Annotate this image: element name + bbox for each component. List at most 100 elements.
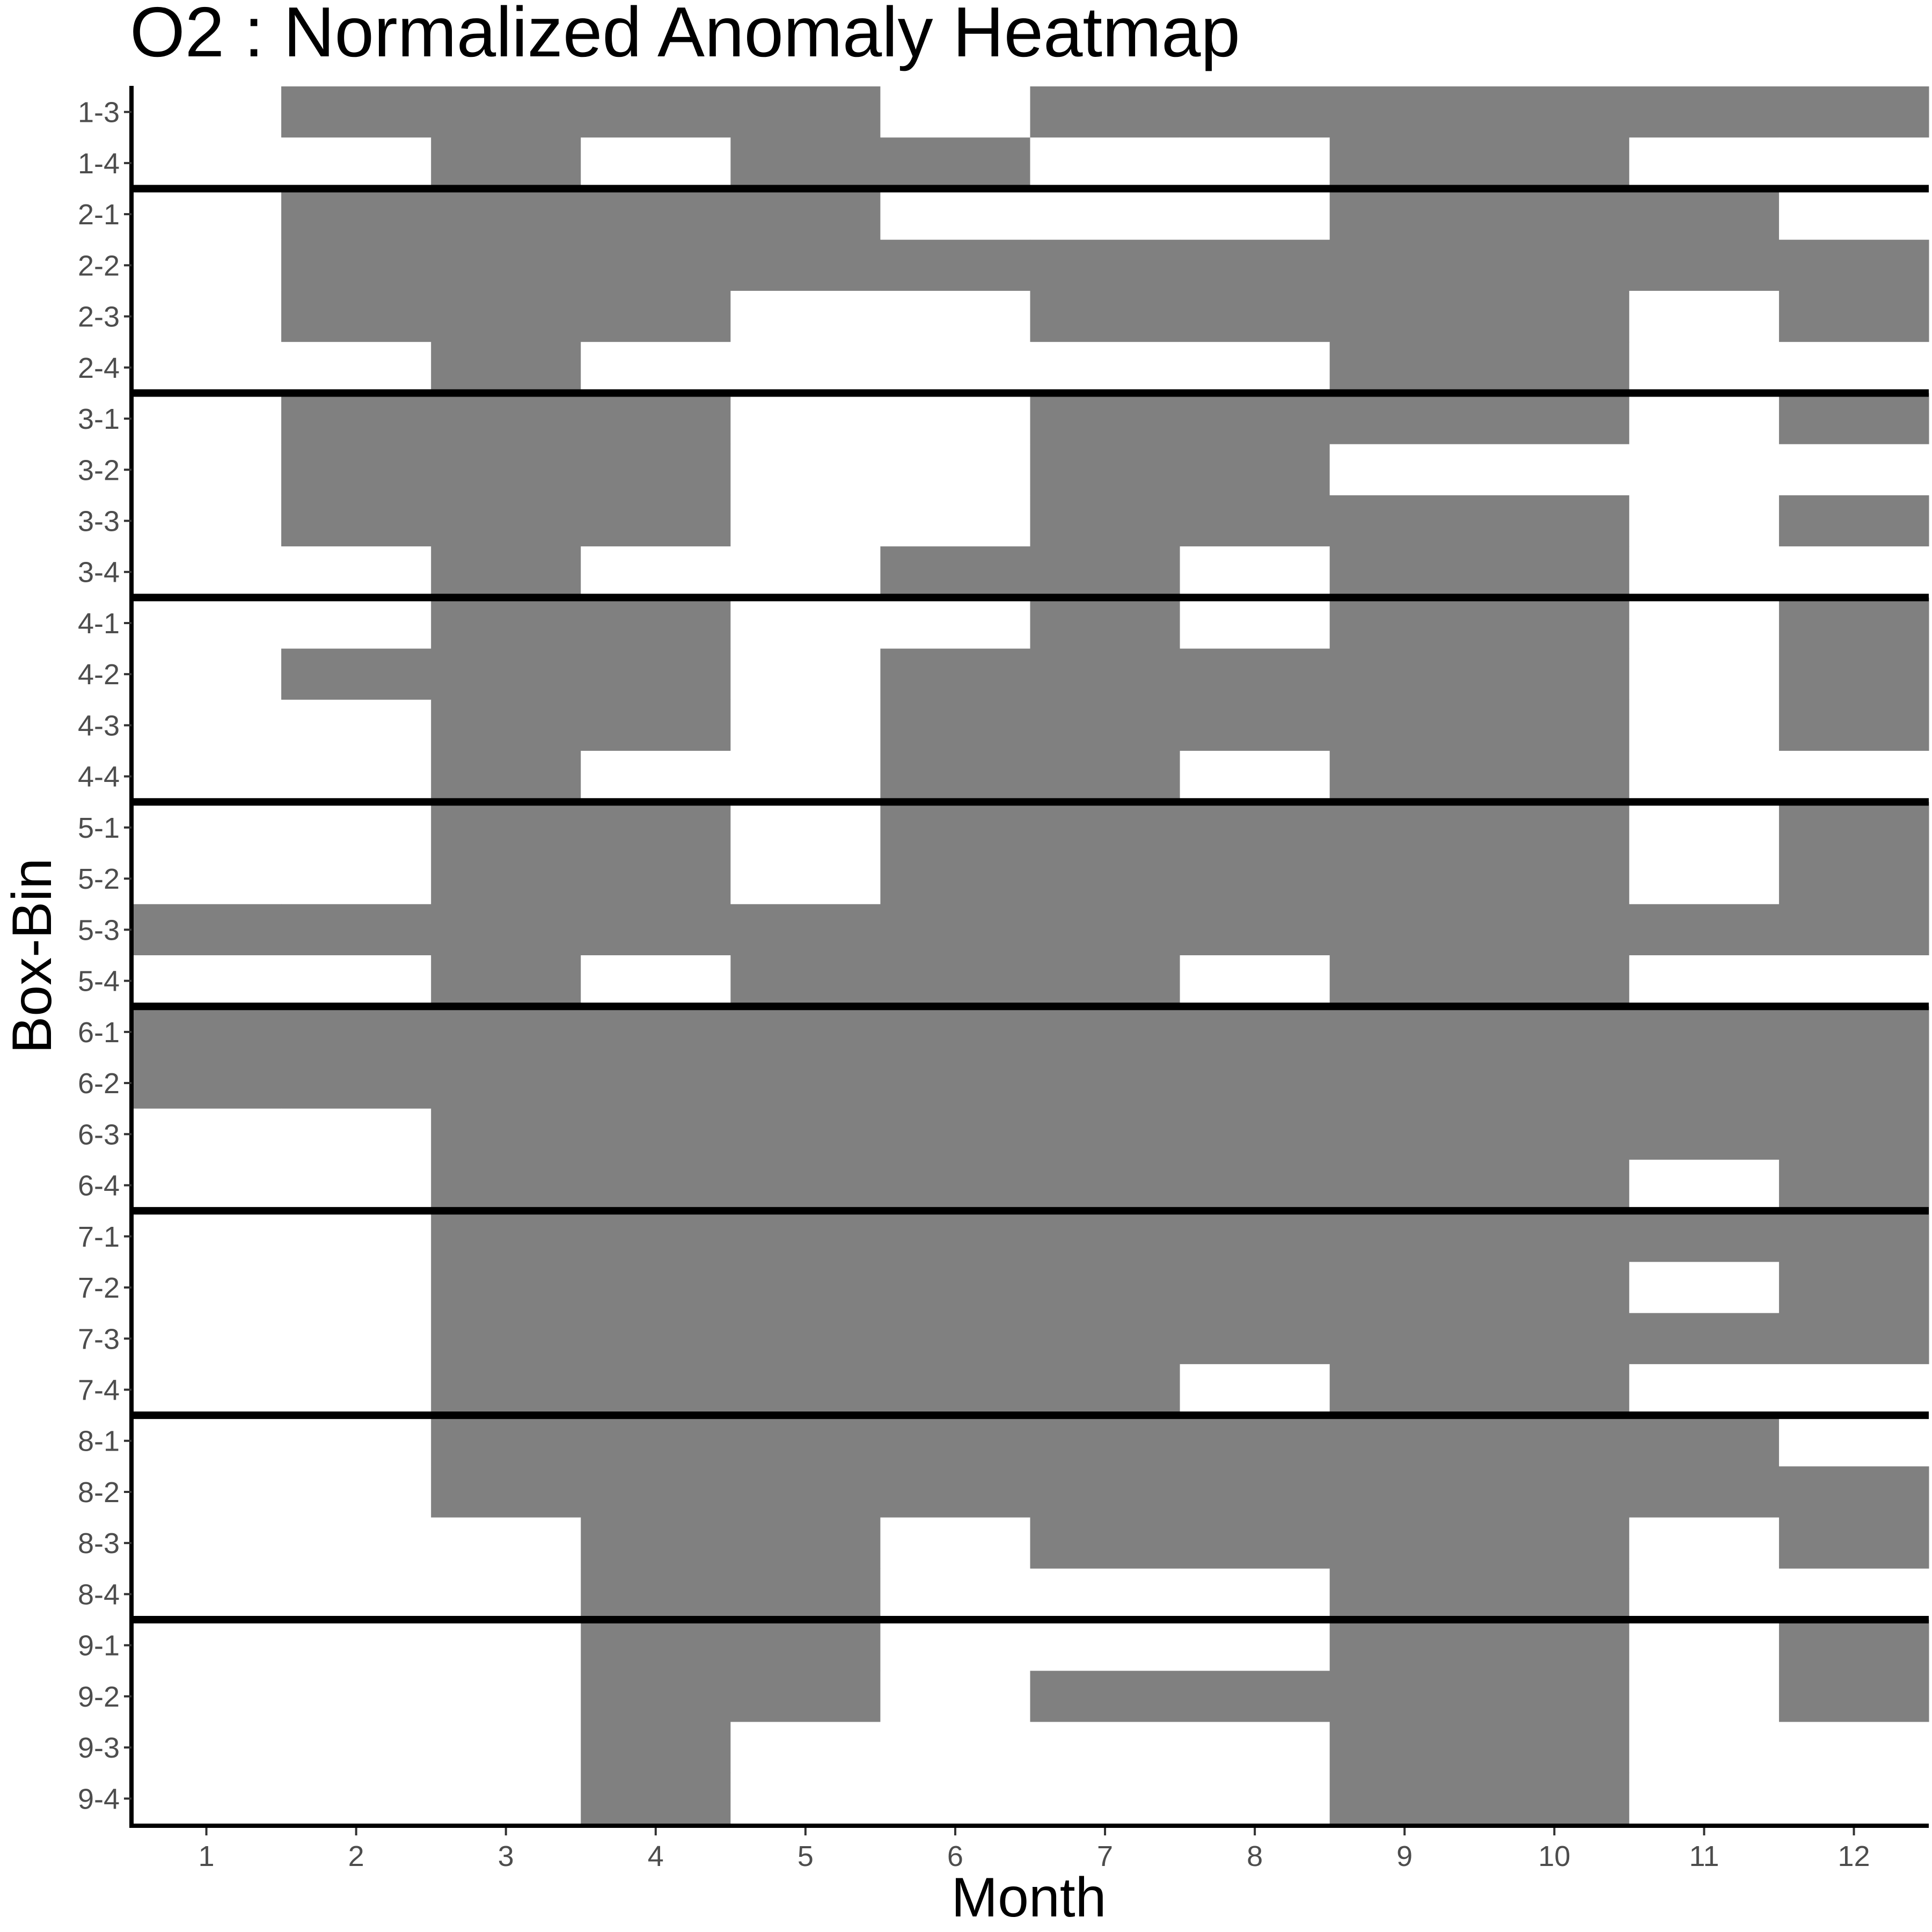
heatmap-cell-9-2-month-5 bbox=[730, 1671, 881, 1723]
heatmap-cell-7-4-month-7 bbox=[1030, 1364, 1181, 1416]
heatmap-cell-9-3-month-4 bbox=[581, 1722, 731, 1774]
heatmap-cell-4-2-month-10 bbox=[1479, 648, 1630, 700]
heatmap-cell-8-1-month-2 bbox=[281, 1415, 431, 1467]
heatmap-cell-2-4-month-10 bbox=[1479, 342, 1630, 393]
heatmap-cell-2-2-month-8 bbox=[1180, 239, 1330, 291]
heatmap-cell-7-2-month-6 bbox=[880, 1262, 1030, 1314]
heatmap-cell-3-3-month-3 bbox=[431, 495, 581, 547]
y-tick-label: 3-4 bbox=[78, 557, 120, 589]
heatmap-cell-2-2-month-11 bbox=[1629, 239, 1780, 291]
heatmap-cell-5-1-month-10 bbox=[1479, 802, 1630, 854]
heatmap-cell-2-4-month-3 bbox=[431, 342, 581, 393]
heatmap-cell-9-1-month-12 bbox=[1779, 1620, 1929, 1671]
heatmap-cell-1-4-month-6 bbox=[880, 137, 1030, 189]
heatmap-cell-2-3-month-1 bbox=[131, 290, 282, 342]
x-tick-label: 11 bbox=[1689, 1840, 1719, 1872]
heatmap-cell-9-3-month-8 bbox=[1180, 1722, 1330, 1774]
heatmap-cell-4-1-month-3 bbox=[431, 597, 581, 649]
heatmap-cell-3-4-month-3 bbox=[431, 546, 581, 598]
heatmap-cell-6-2-month-11 bbox=[1629, 1057, 1780, 1109]
y-tick-label: 3-2 bbox=[78, 454, 120, 486]
heatmap-cell-1-3-month-10 bbox=[1479, 86, 1630, 138]
heatmap-cell-4-1-month-8 bbox=[1180, 597, 1330, 649]
heatmap-cell-6-1-month-9 bbox=[1329, 1006, 1480, 1058]
heatmap-cell-2-4-month-6 bbox=[880, 342, 1030, 393]
y-tick-label: 1-3 bbox=[78, 97, 120, 129]
heatmap-cell-6-3-month-3 bbox=[431, 1108, 581, 1160]
x-tick-label: 12 bbox=[1838, 1840, 1870, 1872]
heatmap-cell-7-3-month-1 bbox=[131, 1313, 282, 1365]
heatmap-cell-7-4-month-1 bbox=[131, 1364, 282, 1416]
heatmap-cell-8-3-month-4 bbox=[581, 1517, 731, 1569]
heatmap-cell-8-4-month-7 bbox=[1030, 1568, 1181, 1620]
y-tick-label: 6-1 bbox=[78, 1016, 120, 1049]
heatmap-cell-3-3-month-7 bbox=[1030, 495, 1181, 547]
heatmap-cell-6-1-month-11 bbox=[1629, 1006, 1780, 1058]
heatmap-cell-1-4-month-7 bbox=[1030, 137, 1181, 189]
heatmap-cell-9-1-month-11 bbox=[1629, 1620, 1780, 1671]
heatmap-cell-8-3-month-5 bbox=[730, 1517, 881, 1569]
heatmap-cell-7-3-month-11 bbox=[1629, 1313, 1780, 1365]
heatmap-cell-8-3-month-10 bbox=[1479, 1517, 1630, 1569]
heatmap-cell-4-3-month-2 bbox=[281, 699, 431, 751]
heatmap-cell-6-2-month-8 bbox=[1180, 1057, 1330, 1109]
heatmap-cell-2-2-month-1 bbox=[131, 239, 282, 291]
x-tick-label: 3 bbox=[498, 1840, 514, 1872]
heatmap-cell-6-2-month-9 bbox=[1329, 1057, 1480, 1109]
heatmap-cell-7-2-month-12 bbox=[1779, 1262, 1929, 1314]
heatmap-cell-4-2-month-3 bbox=[431, 648, 581, 700]
heatmap-cell-4-3-month-6 bbox=[880, 699, 1030, 751]
heatmap-cell-1-3-month-9 bbox=[1329, 86, 1480, 138]
heatmap-cell-1-4-month-10 bbox=[1479, 137, 1630, 189]
heatmap-cell-3-1-month-10 bbox=[1479, 393, 1630, 445]
heatmap-cell-3-2-month-10 bbox=[1479, 444, 1630, 496]
heatmap-cell-5-1-month-8 bbox=[1180, 802, 1330, 854]
heatmap-cell-2-4-month-11 bbox=[1629, 342, 1780, 393]
y-tick-label: 4-1 bbox=[78, 608, 120, 640]
heatmap-cell-5-4-month-1 bbox=[131, 955, 282, 1007]
heatmap-cell-3-3-month-6 bbox=[880, 495, 1030, 547]
heatmap-cell-4-3-month-9 bbox=[1329, 699, 1480, 751]
heatmap-cell-2-1-month-11 bbox=[1629, 188, 1780, 240]
heatmap-cell-1-4-month-4 bbox=[581, 137, 731, 189]
heatmap-cell-8-1-month-7 bbox=[1030, 1415, 1181, 1467]
heatmap-cell-6-2-month-4 bbox=[581, 1057, 731, 1109]
heatmap-cell-3-1-month-4 bbox=[581, 393, 731, 445]
heatmap-cell-4-3-month-11 bbox=[1629, 699, 1780, 751]
heatmap-cell-2-1-month-12 bbox=[1779, 188, 1929, 240]
heatmap-cell-8-1-month-6 bbox=[880, 1415, 1030, 1467]
heatmap-cell-5-4-month-3 bbox=[431, 955, 581, 1007]
heatmap-cell-2-4-month-12 bbox=[1779, 342, 1929, 393]
heatmap-cell-8-1-month-4 bbox=[581, 1415, 731, 1467]
heatmap-cell-6-1-month-3 bbox=[431, 1006, 581, 1058]
heatmap-cell-3-3-month-1 bbox=[131, 495, 282, 547]
x-axis-ticks: 1 2 3 4 5 6 7 8 9 10 11 12 bbox=[199, 1828, 1870, 1872]
x-tick-label: 5 bbox=[797, 1840, 814, 1872]
heatmap-cell-9-3-month-6 bbox=[880, 1722, 1030, 1774]
heatmap-cell-2-3-month-7 bbox=[1030, 290, 1181, 342]
heatmap-cell-4-4-month-12 bbox=[1779, 751, 1929, 802]
heatmap-cell-9-2-month-8 bbox=[1180, 1671, 1330, 1723]
heatmap-cell-2-4-month-1 bbox=[131, 342, 282, 393]
heatmap-cell-4-1-month-6 bbox=[880, 597, 1030, 649]
heatmap-cell-7-4-month-12 bbox=[1779, 1364, 1929, 1416]
heatmap-cell-3-2-month-3 bbox=[431, 444, 581, 496]
heatmap-cell-7-3-month-10 bbox=[1479, 1313, 1630, 1365]
heatmap-cell-6-1-month-4 bbox=[581, 1006, 731, 1058]
y-tick-label: 7-4 bbox=[78, 1374, 120, 1407]
heatmap-cell-7-2-month-8 bbox=[1180, 1262, 1330, 1314]
heatmap-cell-3-4-month-12 bbox=[1779, 546, 1929, 598]
heatmap-cell-6-3-month-11 bbox=[1629, 1108, 1780, 1160]
heatmap-cell-5-2-month-12 bbox=[1779, 853, 1929, 905]
heatmap-cell-2-1-month-10 bbox=[1479, 188, 1630, 240]
heatmap-cell-7-4-month-11 bbox=[1629, 1364, 1780, 1416]
heatmap-cell-5-1-month-11 bbox=[1629, 802, 1780, 854]
heatmap-cell-4-2-month-12 bbox=[1779, 648, 1929, 700]
heatmap-cell-1-4-month-12 bbox=[1779, 137, 1929, 189]
heatmap-cell-8-4-month-10 bbox=[1479, 1568, 1630, 1620]
heatmap-cell-3-3-month-4 bbox=[581, 495, 731, 547]
heatmap-cell-4-4-month-6 bbox=[880, 751, 1030, 802]
y-tick-label: 6-2 bbox=[78, 1067, 120, 1100]
heatmap-cell-4-4-month-2 bbox=[281, 751, 431, 802]
heatmap-cell-7-2-month-3 bbox=[431, 1262, 581, 1314]
